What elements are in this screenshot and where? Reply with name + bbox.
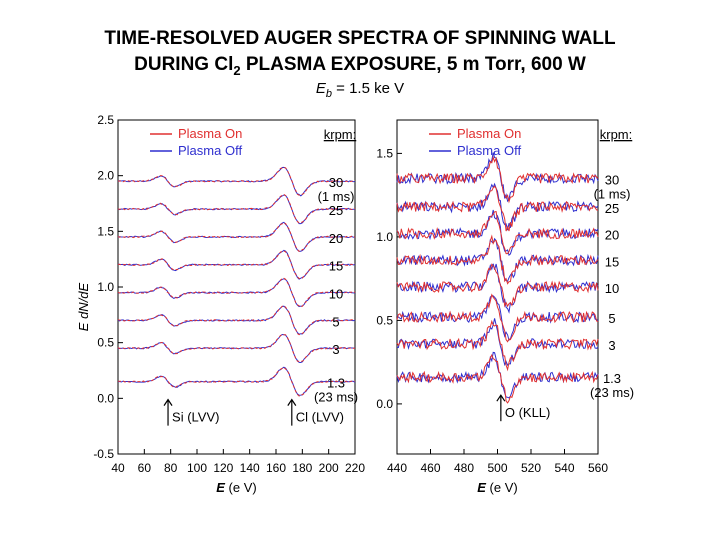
right-series-on-1.3 — [396, 353, 599, 404]
right-series-label-5: 5 — [608, 311, 615, 326]
right-series-on-25 — [396, 185, 599, 232]
right-series-label-1: 25 — [605, 201, 619, 216]
left-legend-plasma-off: Plasma Off — [178, 143, 242, 158]
right-series-on-5 — [396, 293, 599, 343]
left-y-tick-label-2: 0.5 — [97, 336, 114, 350]
left-x-tick-label-5: 140 — [240, 461, 260, 475]
right-series-label-6: 3 — [608, 338, 615, 353]
left-y-tick-label-6: 2.5 — [97, 113, 114, 127]
left-series-on-30 — [117, 166, 356, 196]
right-peak-label-0: O (KLL) — [505, 405, 551, 420]
right-series-label-2: 20 — [605, 228, 619, 243]
right-x-tick-label-4: 520 — [521, 461, 541, 475]
left-x-tick-label-7: 180 — [292, 461, 312, 475]
right-x-tick-label-2: 480 — [454, 461, 474, 475]
right-series-off-10 — [396, 263, 599, 314]
right-legend-plasma-on: Plasma On — [457, 126, 521, 141]
left-peak-arrowhead-1 — [287, 398, 297, 406]
left-krpm-header: krpm: — [324, 127, 357, 142]
left-series-label-4: 10 — [329, 287, 343, 302]
left-peak-arrowhead-0 — [163, 398, 173, 406]
right-legend-plasma-off: Plasma Off — [457, 143, 521, 158]
right-series-off-30 — [396, 152, 599, 203]
right-series-off-5 — [396, 295, 599, 341]
left-series-on-25 — [117, 193, 356, 224]
right-x-tick-label-5: 540 — [554, 461, 574, 475]
left-series-label-6: 3 — [332, 342, 339, 357]
left-x-tick-label-1: 60 — [138, 461, 152, 475]
left-series-label-0: 30 — [329, 175, 343, 190]
left-series-on-20 — [117, 222, 356, 252]
left-series-sublabel-first: (1 ms) — [318, 189, 355, 204]
right-y-tick-label-3: 1.5 — [376, 146, 393, 160]
left-x-tick-label-3: 100 — [187, 461, 207, 475]
left-x-axis-label: E (e V) — [216, 480, 256, 495]
right-peak-arrowhead-0 — [496, 394, 506, 402]
left-series-off-5 — [117, 305, 356, 335]
left-x-tick-label-6: 160 — [266, 461, 286, 475]
right-series-sublabel-first: (1 ms) — [594, 186, 631, 201]
right-series-on-20 — [396, 211, 599, 255]
left-series-label-2: 20 — [329, 231, 343, 246]
left-series-label-7: 1.3 — [327, 376, 345, 391]
right-y-tick-label-2: 1.0 — [376, 230, 393, 244]
right-krpm-header: krpm: — [600, 127, 633, 142]
left-y-tick-label-3: 1.0 — [97, 280, 114, 294]
right-series-label-3: 15 — [605, 254, 619, 269]
left-series-on-15 — [117, 250, 355, 280]
left-series-on-3 — [117, 334, 356, 363]
title-line-3: Eb = 1.5 ke V — [315, 80, 405, 100]
right-x-tick-label-0: 440 — [387, 461, 407, 475]
left-y-tick-label-4: 1.5 — [97, 224, 114, 238]
right-y-tick-label-1: 0.5 — [376, 313, 393, 327]
left-x-tick-label-0: 40 — [111, 461, 125, 475]
left-peak-label-1: Cl (LVV) — [296, 410, 344, 425]
right-series-on-3 — [396, 319, 599, 372]
left-x-tick-label-8: 200 — [319, 461, 339, 475]
left-series-off-1.3 — [117, 366, 356, 396]
right-x-tick-label-1: 460 — [420, 461, 440, 475]
left-series-label-1: 25 — [329, 203, 343, 218]
right-x-axis-label: E (e V) — [477, 480, 517, 495]
right-series-on-15 — [396, 234, 599, 285]
left-series-sublabel-last: (23 ms) — [314, 390, 358, 405]
left-y-axis-label: E dN/dE — [76, 282, 91, 331]
left-series-on-10 — [117, 277, 356, 308]
left-series-off-30 — [117, 166, 356, 197]
right-series-off-25 — [396, 182, 599, 231]
right-series-label-4: 10 — [605, 281, 619, 296]
title-line-1: TIME-RESOLVED AUGER SPECTRA OF SPINNING … — [104, 28, 616, 49]
right-series-off-20 — [396, 209, 599, 256]
right-series-on-30 — [396, 155, 599, 204]
left-x-tick-label-9: 220 — [345, 461, 365, 475]
left-series-label-3: 15 — [329, 259, 343, 274]
left-x-tick-label-2: 80 — [164, 461, 178, 475]
left-series-on-5 — [117, 305, 355, 336]
left-legend-plasma-on: Plasma On — [178, 126, 242, 141]
left-y-tick-label-5: 2.0 — [97, 169, 114, 183]
right-series-on-10 — [396, 263, 599, 308]
left-y-tick-label-1: 0.0 — [97, 391, 114, 405]
left-y-tick-label-0: -0.5 — [93, 447, 114, 461]
right-x-tick-label-6: 560 — [588, 461, 608, 475]
right-series-label-0: 30 — [605, 172, 619, 187]
left-x-tick-label-4: 120 — [213, 461, 233, 475]
left-series-label-5: 5 — [332, 314, 339, 329]
right-series-sublabel-last: (23 ms) — [590, 385, 634, 400]
right-series-label-7: 1.3 — [603, 371, 621, 386]
left-peak-label-0: Si (LVV) — [172, 410, 219, 425]
right-x-tick-label-3: 500 — [487, 461, 507, 475]
right-series-off-15 — [396, 237, 599, 282]
left-series-on-1.3 — [118, 366, 355, 397]
right-y-tick-label-0: 0.0 — [376, 397, 393, 411]
title-line-2: DURING Cl2 PLASMA EXPOSURE, 5 m Torr, 60… — [134, 54, 586, 78]
